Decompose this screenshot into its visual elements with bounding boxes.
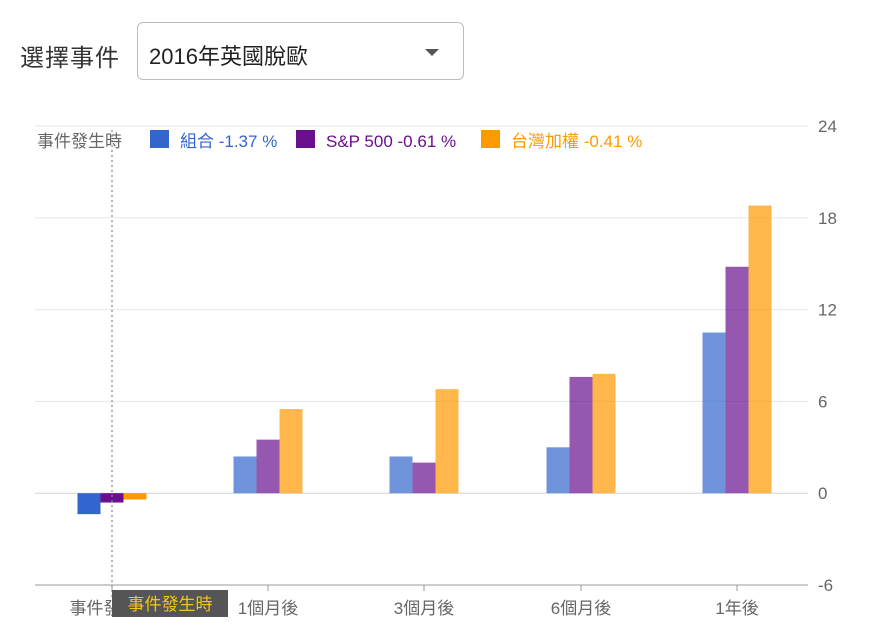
bar-2-1[interactable] — [280, 409, 303, 493]
bar-1-1[interactable] — [257, 440, 280, 494]
y-tick-label: 12 — [818, 301, 837, 320]
legend-entry-1: S&P 500 -0.61 % — [326, 132, 456, 151]
bar-2-3[interactable] — [593, 374, 616, 493]
legend-entry-2: 台灣加權 -0.41 % — [511, 132, 642, 151]
bar-0-0[interactable] — [78, 493, 101, 514]
legend-swatch-2 — [481, 130, 500, 148]
y-tick-label: 0 — [818, 484, 827, 503]
bar-2-0[interactable] — [124, 493, 147, 499]
y-tick-label: -6 — [818, 576, 833, 595]
x-tick-label: 1個月後 — [238, 599, 298, 618]
bar-1-3[interactable] — [570, 377, 593, 493]
bar-0-2[interactable] — [390, 456, 413, 493]
bar-2-2[interactable] — [436, 389, 459, 493]
y-tick-label: 24 — [818, 117, 837, 136]
x-tick-label: 6個月後 — [551, 599, 611, 618]
cursor-label: 事件發生時 — [128, 595, 213, 614]
bar-0-1[interactable] — [234, 456, 257, 493]
bar-0-4[interactable] — [703, 333, 726, 494]
legend-swatch-1 — [296, 130, 315, 148]
bar-0-3[interactable] — [547, 447, 570, 493]
legend-entry-0: 組合 -1.37 % — [180, 132, 277, 151]
legend-swatch-0 — [150, 130, 169, 148]
bar-1-2[interactable] — [413, 463, 436, 494]
x-tick-label: 1年後 — [715, 599, 758, 618]
legend-title: 事件發生時 — [37, 132, 122, 151]
y-tick-label: 6 — [818, 392, 827, 411]
bar-2-4[interactable] — [749, 206, 772, 494]
x-tick-label: 3個月後 — [394, 599, 454, 618]
y-tick-label: 18 — [818, 209, 837, 228]
bar-1-4[interactable] — [726, 267, 749, 493]
